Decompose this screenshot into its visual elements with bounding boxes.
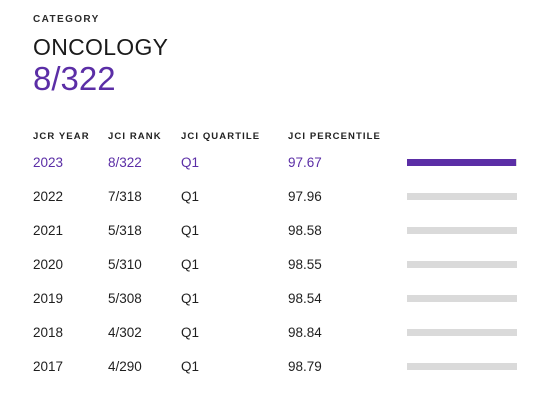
percentile-bar — [407, 328, 519, 336]
cell-jci-rank: 5/310 — [108, 256, 142, 272]
cell-jcr-year: 2023 — [33, 154, 64, 170]
cell-jci-percentile: 98.54 — [288, 290, 322, 306]
cell-jcr-year: 2022 — [33, 188, 64, 204]
percentile-bar-cell — [407, 362, 519, 370]
cell-jci-quartile: Q1 — [181, 154, 200, 170]
percentile-bar — [407, 260, 519, 268]
percentile-bar-end — [517, 158, 519, 166]
cell-jci-quartile: Q1 — [181, 222, 200, 238]
cell-jci-quartile: Q1 — [181, 188, 200, 204]
percentile-bar — [407, 294, 519, 302]
cell-jci-quartile: Q1 — [181, 256, 200, 272]
category-rank: 8/322 — [33, 60, 116, 97]
percentile-bar-fill — [407, 260, 518, 268]
cell-jcr-year: 2019 — [33, 290, 64, 306]
category-label: CATEGORY — [33, 14, 100, 25]
table-body: 2023 8/322 Q1 97.67 2022 7/318 Q1 97.96 2021 5/31… — [33, 145, 523, 383]
cell-jci-percentile: 98.55 — [288, 256, 322, 272]
header-jci-percentile: JCI PERCENTILE — [288, 130, 381, 142]
percentile-bar-fill — [407, 328, 518, 336]
percentile-bar-cell — [407, 158, 519, 166]
percentile-bar-end — [517, 328, 519, 336]
header-jci-quartile: JCI QUARTILE — [181, 130, 261, 142]
percentile-bar-end — [517, 226, 519, 234]
cell-jci-percentile: 98.58 — [288, 222, 322, 238]
header-jcr-year: JCR YEAR — [33, 130, 90, 142]
cell-jci-quartile: Q1 — [181, 358, 200, 374]
percentile-bar-cell — [407, 328, 519, 336]
percentile-bar-end — [517, 192, 519, 200]
percentile-bar-fill — [407, 294, 518, 302]
cell-jci-quartile: Q1 — [181, 324, 200, 340]
table-row: 2019 5/308 Q1 98.54 — [33, 281, 523, 315]
category-name: ONCOLOGY — [33, 34, 169, 60]
cell-jci-percentile: 97.96 — [288, 188, 322, 204]
cell-jcr-year: 2018 — [33, 324, 64, 340]
table-row: 2020 5/310 Q1 98.55 — [33, 247, 523, 281]
cell-jcr-year: 2017 — [33, 358, 64, 374]
percentile-bar — [407, 362, 519, 370]
cell-jci-percentile: 98.84 — [288, 324, 322, 340]
cell-jci-rank: 4/290 — [108, 358, 142, 374]
percentile-bar-fill — [407, 158, 517, 166]
percentile-bar — [407, 158, 519, 166]
cell-jci-rank: 5/318 — [108, 222, 142, 238]
table-row: 2018 4/302 Q1 98.84 — [33, 315, 523, 349]
percentile-bar-fill — [407, 226, 518, 234]
cell-jcr-year: 2020 — [33, 256, 64, 272]
percentile-bar — [407, 226, 519, 234]
cell-jci-percentile: 97.67 — [288, 154, 322, 170]
table-row: 2022 7/318 Q1 97.96 — [33, 179, 523, 213]
cell-jcr-year: 2021 — [33, 222, 64, 238]
percentile-bar-cell — [407, 294, 519, 302]
percentile-bar-cell — [407, 226, 519, 234]
cell-jci-rank: 8/322 — [108, 154, 142, 170]
header-jci-rank: JCI RANK — [108, 130, 162, 142]
table-row: 2023 8/322 Q1 97.67 — [33, 145, 523, 179]
table-row: 2021 5/318 Q1 98.58 — [33, 213, 523, 247]
cell-jci-rank: 7/318 — [108, 188, 142, 204]
percentile-bar-end — [517, 362, 519, 370]
percentile-bar-cell — [407, 192, 519, 200]
percentile-bar — [407, 192, 519, 200]
percentile-bar-fill — [407, 362, 518, 370]
cell-jci-percentile: 98.79 — [288, 358, 322, 374]
percentile-bar-fill — [407, 192, 517, 200]
jci-rank-table: JCR YEAR JCI RANK JCI QUARTILE JCI PERCE… — [33, 129, 523, 383]
percentile-bar-end — [517, 294, 519, 302]
table-header: JCR YEAR JCI RANK JCI QUARTILE JCI PERCE… — [33, 129, 523, 143]
cell-jci-rank: 5/308 — [108, 290, 142, 306]
percentile-bar-cell — [407, 260, 519, 268]
table-row: 2017 4/290 Q1 98.79 — [33, 349, 523, 383]
percentile-bar-end — [517, 260, 519, 268]
cell-jci-rank: 4/302 — [108, 324, 142, 340]
cell-jci-quartile: Q1 — [181, 290, 200, 306]
